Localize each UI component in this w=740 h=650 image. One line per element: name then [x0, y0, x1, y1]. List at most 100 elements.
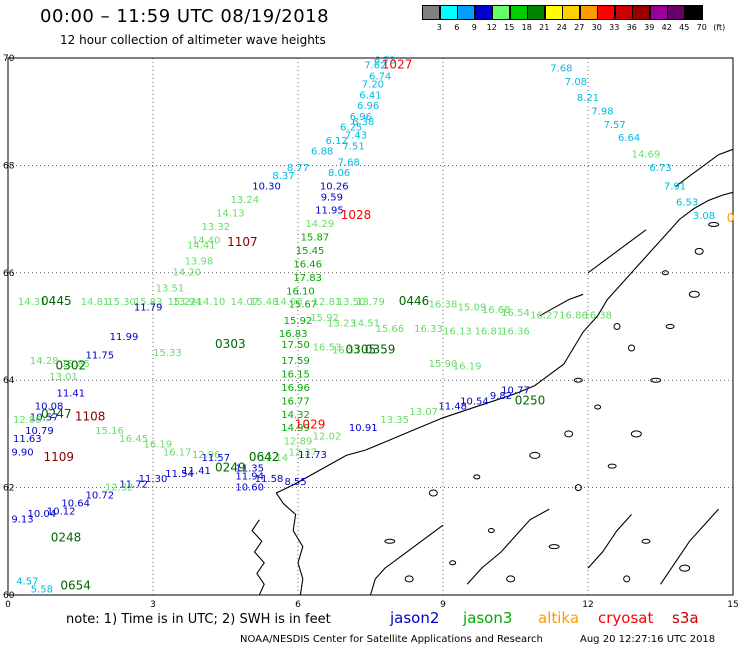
wave-height-label: 15.48: [250, 297, 279, 308]
wave-height-label: 4.57: [16, 576, 38, 587]
wave-height-label: 10.04: [28, 509, 57, 520]
wave-height-label: 12.02: [313, 431, 342, 442]
legend-label: (ft): [713, 23, 726, 32]
island-outline: [613, 323, 621, 330]
legend-label: 42: [661, 23, 672, 32]
wave-height-label: 7.68: [338, 157, 360, 168]
island-outline: [623, 575, 631, 583]
island-outline: [628, 344, 635, 352]
wave-height-label: 11.48: [438, 402, 467, 413]
wave-height-label: 10.64: [61, 498, 90, 509]
wave-height-label: 16.36: [501, 327, 530, 338]
wave-height-label: 13.98: [185, 257, 214, 268]
wave-height-label: 11.99: [110, 332, 139, 343]
wave-height-label: 12.89: [284, 437, 313, 448]
pass-time-label: 0359: [365, 342, 396, 356]
satellite-legend-cryosat: cryosat: [598, 609, 654, 627]
pass-time-label: 1107: [227, 235, 258, 249]
wave-height-label: 12.86: [13, 415, 42, 426]
wave-height-label: 13.35: [380, 415, 409, 426]
x-tick-label: 0: [5, 600, 11, 610]
footnote: note: 1) Time is in UTC; 2) SWH is in fe…: [66, 612, 331, 627]
wave-height-label: 8.55: [284, 477, 306, 488]
wave-height-label: 16.10: [286, 286, 315, 297]
wave-height-label: 10.91: [349, 423, 378, 434]
legend-label: 70: [696, 23, 707, 32]
wave-height-label: 12.96: [192, 450, 221, 461]
legend-label: 24: [556, 23, 567, 32]
pass-time-label: 0249: [215, 460, 246, 474]
wave-height-label: 3.08: [693, 211, 715, 222]
wave-height-label: 12.37: [289, 447, 318, 458]
wave-height-label: 16.27: [530, 310, 559, 321]
pass-time-label: 0247: [41, 407, 72, 421]
wave-height-label: 13.23: [327, 319, 356, 330]
wave-height-label: 10.26: [320, 182, 349, 193]
island-outline: [573, 377, 583, 383]
wave-height-label: 7.62: [364, 61, 386, 72]
observations: 6.737.626.747.206.416.966.966.386.257.43…: [11, 55, 715, 595]
wave-height-label: 11.54: [165, 469, 194, 480]
wave-height-label: 15.45: [296, 246, 325, 257]
wave-height-label: 14.31: [18, 297, 47, 308]
wave-height-label: 5.58: [31, 584, 53, 595]
wave-height-label: 13.50: [337, 297, 366, 308]
wave-height-label: 6.38: [352, 117, 374, 128]
wave-height-label: 17.83: [293, 273, 322, 284]
y-tick-label: 70: [3, 54, 15, 64]
wave-height-label: 14.99: [281, 423, 310, 434]
wave-height-label: 16.13: [443, 327, 472, 338]
wave-height-label: 9.59: [321, 192, 343, 203]
wave-height-label: 10.12: [47, 506, 76, 517]
wave-height-label: 9.82: [490, 391, 512, 402]
island-outline: [548, 544, 560, 550]
pass-time-label: 0642: [249, 450, 280, 464]
wave-height-label: 13.79: [356, 297, 385, 308]
island-outline: [529, 451, 541, 459]
satellite-legend-jason3: jason3: [463, 609, 513, 627]
pass-time-label: 0654: [60, 579, 91, 593]
wave-height-label: 11.73: [298, 450, 327, 461]
y-tick-label: 66: [3, 269, 15, 279]
wave-height-label: 11.63: [13, 434, 42, 445]
legend-label: 6: [454, 23, 460, 32]
legend-label: 15: [504, 23, 515, 32]
legend-label: 9: [471, 23, 477, 32]
island-outline: [688, 290, 700, 298]
wave-height-label: 10.08: [35, 402, 64, 413]
legend-label: 39: [644, 23, 655, 32]
wave-height-label: 17.59: [281, 356, 310, 367]
pass-time-label: 0250: [515, 393, 546, 407]
island-outline: [708, 221, 720, 227]
island-outline: [487, 528, 495, 534]
wave-height-label: 12.32: [105, 482, 134, 493]
wave-height-label: 6.41: [359, 90, 381, 101]
x-tick-label: 3: [150, 600, 156, 610]
wave-height-label: 15.16: [95, 426, 124, 437]
wave-height-label: 11.79: [134, 302, 163, 313]
pass-time-label: 0305: [346, 342, 377, 356]
wave-height-label: 16.15: [281, 370, 310, 381]
y-tick-label: 64: [3, 376, 15, 386]
wave-height-label: 11.30: [139, 474, 168, 485]
island-outline: [564, 430, 574, 438]
wave-height-label: 16.57: [332, 345, 361, 356]
wave-height-label: 9.13: [11, 515, 33, 526]
wave-height-label: 14.28: [30, 356, 59, 367]
wave-height-label: 10.60: [235, 482, 264, 493]
wave-height-label: 15.83: [134, 297, 163, 308]
pass-time-label: 0446: [399, 294, 430, 308]
legend-label: 27: [574, 23, 585, 32]
wave-height-label: 7.51: [342, 141, 364, 152]
time-labels: 1027 1028 1029 1107 1108 1109 0445 0446 0302 0303…: [41, 58, 734, 593]
island-outline: [473, 474, 481, 480]
page-title: 00:00 – 11:59 UTC 08/19/2018: [40, 6, 330, 27]
wave-height-label: 6.64: [618, 133, 640, 144]
wave-height-label: 15.09: [458, 302, 487, 313]
coastline-segment: [660, 508, 719, 585]
y-tick-label: 60: [3, 591, 15, 601]
wave-height-label: 16.83: [279, 329, 308, 340]
island-outline: [506, 575, 516, 583]
pass-time-label: 0445: [41, 294, 72, 308]
